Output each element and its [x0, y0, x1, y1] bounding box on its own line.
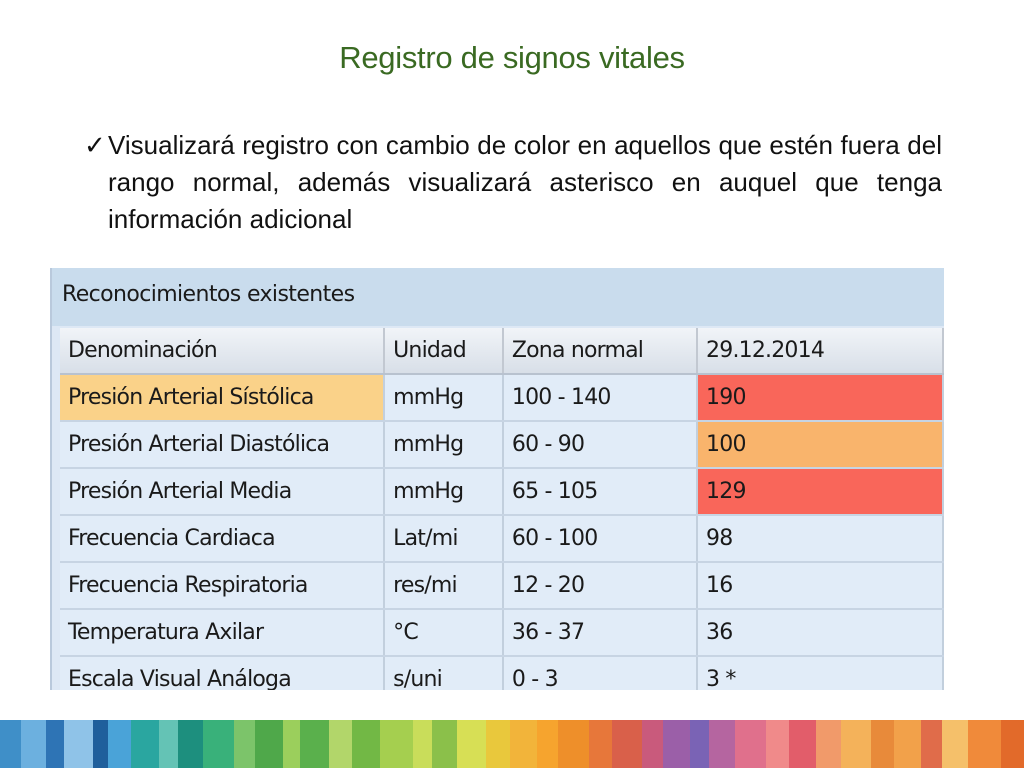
- cell-name[interactable]: Frecuencia Respiratoria: [60, 562, 386, 610]
- cell-range[interactable]: 100 - 140: [502, 374, 699, 422]
- cell-range[interactable]: 60 - 100: [502, 515, 699, 563]
- cell-name[interactable]: Presión Arterial Diastólica: [60, 421, 386, 469]
- column-header-unidad[interactable]: Unidad: [384, 328, 504, 375]
- cell-name[interactable]: Presión Arterial Media: [60, 468, 386, 516]
- cell-value[interactable]: 16: [697, 562, 944, 610]
- column-header-denominacion[interactable]: Denominación: [60, 328, 386, 375]
- cell-unit[interactable]: Lat/mi: [384, 515, 504, 563]
- cell-range[interactable]: 65 - 105: [502, 468, 699, 516]
- cell-range[interactable]: 36 - 37: [502, 609, 699, 657]
- cell-name[interactable]: Escala Visual Análoga: [60, 656, 386, 690]
- checkmark-icon: ✓: [84, 130, 106, 160]
- cell-name[interactable]: Temperatura Axilar: [60, 609, 386, 657]
- bullet-point: ✓ Visualizará registro con cambio de col…: [84, 127, 942, 238]
- cell-value[interactable]: 3 *: [697, 656, 944, 690]
- table-header-row: Denominación Unidad Zona normal 29.12.20…: [60, 328, 944, 375]
- decorative-color-stripes: [0, 720, 1024, 768]
- table-row[interactable]: Presión Arterial Sístólica mmHg 100 - 14…: [60, 374, 944, 422]
- vital-signs-table: Denominación Unidad Zona normal 29.12.20…: [60, 328, 944, 690]
- table-row[interactable]: Escala Visual Análoga s/uni 0 - 3 3 *: [60, 656, 944, 690]
- table-row[interactable]: Frecuencia Cardiaca Lat/mi 60 - 100 98: [60, 515, 944, 563]
- slide-title: Registro de signos vitales: [339, 40, 685, 75]
- cell-range[interactable]: 0 - 3: [502, 656, 699, 690]
- cell-value[interactable]: 190: [697, 374, 944, 422]
- panel-title: Reconocimientos existentes: [62, 282, 355, 307]
- cell-name[interactable]: Frecuencia Cardiaca: [60, 515, 386, 563]
- cell-unit[interactable]: °C: [384, 609, 504, 657]
- cell-name[interactable]: Presión Arterial Sístólica: [60, 374, 386, 422]
- panel-header: Reconocimientos existentes: [52, 268, 944, 326]
- column-header-zona-normal[interactable]: Zona normal: [502, 328, 699, 375]
- cell-range[interactable]: 12 - 20: [502, 562, 699, 610]
- cell-value[interactable]: 98: [697, 515, 944, 563]
- cell-unit[interactable]: s/uni: [384, 656, 504, 690]
- column-header-date[interactable]: 29.12.2014: [697, 328, 944, 375]
- table-row[interactable]: Temperatura Axilar °C 36 - 37 36: [60, 609, 944, 657]
- bullet-text: Visualizará registro con cambio de color…: [108, 130, 942, 234]
- cell-value[interactable]: 36: [697, 609, 944, 657]
- cell-value[interactable]: 129: [697, 468, 944, 516]
- cell-unit[interactable]: mmHg: [384, 468, 504, 516]
- table-row[interactable]: Frecuencia Respiratoria res/mi 12 - 20 1…: [60, 562, 944, 610]
- cell-range[interactable]: 60 - 90: [502, 421, 699, 469]
- table-row[interactable]: Presión Arterial Media mmHg 65 - 105 129: [60, 468, 944, 516]
- table-row[interactable]: Presión Arterial Diastólica mmHg 60 - 90…: [60, 421, 944, 469]
- cell-unit[interactable]: res/mi: [384, 562, 504, 610]
- cell-value[interactable]: 100: [697, 421, 944, 469]
- cell-unit[interactable]: mmHg: [384, 421, 504, 469]
- vital-signs-panel: Reconocimientos existentes Denominación …: [50, 268, 944, 690]
- cell-unit[interactable]: mmHg: [384, 374, 504, 422]
